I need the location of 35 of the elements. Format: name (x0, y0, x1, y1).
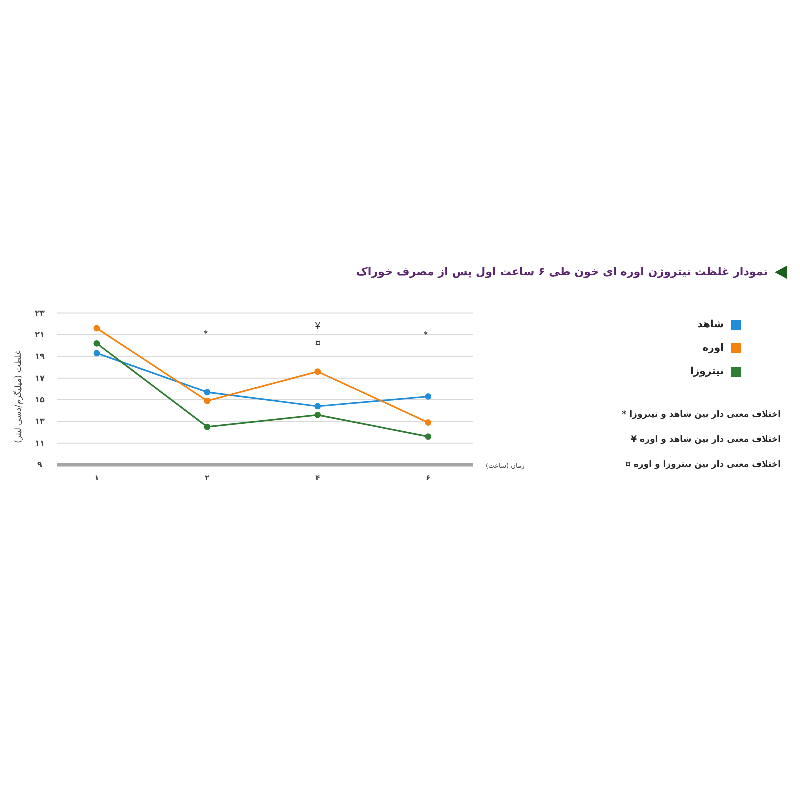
annotation: * (424, 331, 429, 341)
point (425, 394, 432, 400)
y-tick-label: ۲۱ (35, 330, 45, 340)
point (94, 325, 100, 332)
point (204, 398, 211, 404)
point (94, 340, 100, 347)
y-tick-label: ۹ (38, 460, 43, 470)
annotation: ¤ (315, 339, 322, 349)
y-tick-label: ۱۷ (35, 374, 45, 383)
y-tick-label: ۱۹ (35, 352, 45, 362)
legend-label: اوره (702, 343, 724, 354)
legend-label: شاهد (698, 320, 724, 330)
legend-item: شاهد (698, 320, 741, 330)
legend-item: نیتروزا (690, 366, 741, 378)
y-axis-title: غلظت (میلیگرم/دسی لیتر) (13, 350, 24, 444)
text: اختلاف معنی دار بین شاهد و نیتروزا * (622, 410, 782, 420)
point (204, 424, 211, 430)
text: اختلاف معنی دار بین نیتروزا و اوره ¤ (626, 460, 782, 470)
y-tick-label: ۱۱ (35, 438, 45, 448)
annotation: ¥ (315, 322, 322, 332)
point (204, 389, 211, 396)
y-tick-label: ۱۵ (35, 395, 45, 404)
point (425, 434, 432, 440)
point (94, 350, 100, 357)
point (314, 368, 322, 376)
point (314, 412, 322, 418)
text: نمودار غلظت نیتروژن اوره ای خون طی ۶ ساعت اول پس از مصرف خوراک (356, 266, 768, 278)
annotation: * (204, 330, 209, 340)
point (314, 403, 322, 410)
y-tick-label: ۱۳ (35, 417, 45, 426)
y-tick-label: ۲۳ (35, 308, 45, 318)
text: اختلاف معنی دار بین شاهد و اوره ¥ (631, 435, 782, 445)
legend-label: نیتروزا (690, 366, 724, 378)
point (425, 420, 432, 426)
legend-item: اوره (702, 343, 741, 354)
